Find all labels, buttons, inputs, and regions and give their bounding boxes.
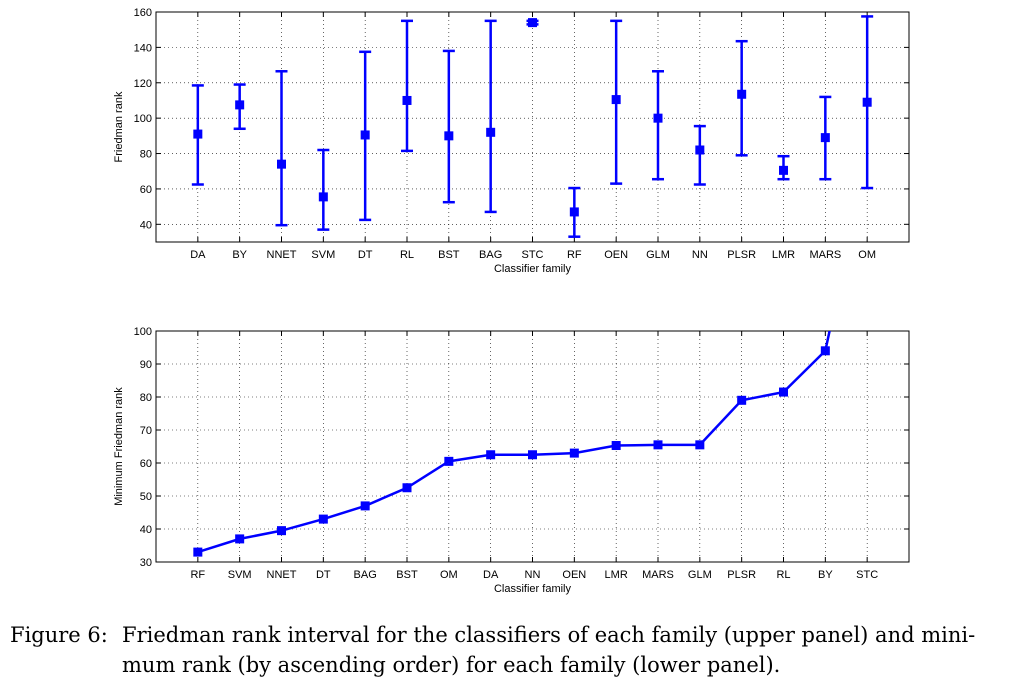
min-rank-marker-SVM <box>235 534 245 544</box>
min-rank-marker-OM <box>444 456 454 466</box>
bottom-ytick-label: 50 <box>140 491 152 503</box>
lower-panel-line-chart: 30 40 50 60 70 80 90 100 RF SVM NNET DT BAG BST OM DA NN… <box>113 326 910 595</box>
top-xtick-label: NN <box>692 249 708 261</box>
bottom-xtick-label: BY <box>818 569 833 581</box>
min-rank-marker-DT <box>318 514 328 524</box>
top-ytick-label: 120 <box>134 78 152 90</box>
top-xtick-label: RF <box>567 249 582 261</box>
bottom-ytick-label: 60 <box>140 458 152 470</box>
bottom-ytick-label: 30 <box>140 557 152 569</box>
bottom-ytick-label: 80 <box>140 392 152 404</box>
bottom-ytick-label: 40 <box>140 524 152 536</box>
top-xtick-label: BY <box>232 249 247 261</box>
bottom-xtick-label: LMR <box>605 569 628 581</box>
min-rank-marker-BST <box>402 483 412 493</box>
bottom-xtick-label: RF <box>190 569 205 581</box>
rank-marker-BY <box>235 100 245 110</box>
top-xtick-label: OEN <box>604 249 628 261</box>
rank-marker-STC <box>528 18 537 28</box>
rank-marker-RL <box>402 95 412 105</box>
top-xtick-label: BAG <box>479 249 502 261</box>
bottom-xtick-label: RL <box>776 569 790 581</box>
bottom-xtick-label: STC <box>856 569 878 581</box>
bottom-xtick-label: NNET <box>267 569 297 581</box>
bottom-ytick-label: 70 <box>140 425 152 437</box>
rank-marker-DA <box>193 129 203 139</box>
top-ytick-label: 60 <box>140 184 152 196</box>
rank-marker-NN <box>695 145 705 155</box>
top-frame <box>155 11 910 243</box>
rank-marker-BAG <box>486 127 496 137</box>
min-rank-marker-DA <box>486 450 496 460</box>
min-rank-marker-OEN <box>569 448 579 458</box>
bottom-xtick-label: MARS <box>642 569 674 581</box>
top-xtick-label: DA <box>190 249 206 261</box>
rank-marker-GLM <box>653 113 663 123</box>
min-rank-marker-RL <box>779 387 788 397</box>
top-xtick-label: STC <box>522 249 544 261</box>
min-rank-marker-MARS <box>653 440 663 450</box>
rank-marker-DT <box>360 130 370 140</box>
min-rank-marker-NN <box>528 450 537 460</box>
bottom-xtick-label: DA <box>483 569 499 581</box>
top-xtick-label: DT <box>358 249 373 261</box>
top-xtick-label: LMR <box>772 249 795 261</box>
min-rank-marker-PLSR <box>737 395 747 405</box>
bottom-xtick-label: BST <box>396 569 418 581</box>
rank-marker-NNET <box>277 159 286 169</box>
top-ytick-label: 100 <box>134 113 152 125</box>
bottom-xtick-label: SVM <box>228 569 252 581</box>
caption-label: Figure 6: <box>10 623 108 647</box>
min-rank-marker-GLM <box>695 440 705 450</box>
min-rank-marker-BAG <box>360 501 370 511</box>
top-ytick-label: 40 <box>140 219 152 231</box>
top-ytick-label: 160 <box>134 7 152 19</box>
bottom-ytick-label: 100 <box>134 326 152 338</box>
rank-marker-OEN <box>611 95 621 105</box>
top-xtick-label: MARS <box>809 249 841 261</box>
rank-marker-LMR <box>779 165 788 175</box>
bottom-ytick-label: 90 <box>140 359 152 371</box>
bottom-xtick-label: NN <box>525 569 541 581</box>
figure-caption: Figure 6: Friedman rank interval for the … <box>10 620 1020 680</box>
rank-marker-BST <box>444 131 454 141</box>
bottom-xtick-label: OEN <box>562 569 586 581</box>
top-xtick-label: SVM <box>311 249 335 261</box>
bottom-xtick-label: PLSR <box>727 569 756 581</box>
top-xtick-label: PLSR <box>727 249 756 261</box>
rank-marker-PLSR <box>737 89 747 99</box>
upper-panel-errorbar-chart: 40 60 80 100 120 140 160 DA BY NNET SVM DT RL BST BAG S… <box>113 7 910 275</box>
top-xlabel: Classifier family <box>494 263 572 275</box>
top-xtick-label: GLM <box>646 249 670 261</box>
min-rank-marker-BY <box>820 346 830 356</box>
top-xtick-label: RL <box>400 249 414 261</box>
caption-line-1: Friedman rank interval for the classifie… <box>122 623 976 647</box>
rank-marker-OM <box>862 97 872 107</box>
rank-marker-MARS <box>820 133 830 143</box>
bottom-xtick-label: BAG <box>354 569 377 581</box>
bottom-ylabel: Minimum Friedman rank <box>113 387 125 506</box>
top-ytick-label: 80 <box>140 149 152 161</box>
top-xtick-label: OM <box>858 249 876 261</box>
min-rank-marker-RF <box>193 547 203 557</box>
top-ylabel: Friedman rank <box>113 91 125 162</box>
bottom-xtick-label: OM <box>440 569 458 581</box>
bottom-xtick-label: GLM <box>688 569 712 581</box>
min-rank-line <box>197 331 831 554</box>
bottom-xlabel: Classifier family <box>494 583 572 595</box>
rank-marker-RF <box>569 207 579 217</box>
bottom-xtick-label: DT <box>316 569 331 581</box>
caption-line-2: mum rank (by ascending order) for each f… <box>122 653 781 677</box>
min-rank-marker-NNET <box>277 526 286 536</box>
rank-marker-SVM <box>318 192 328 202</box>
top-xtick-label: BST <box>438 249 460 261</box>
top-ytick-label: 140 <box>134 42 152 54</box>
min-rank-marker-LMR <box>611 441 621 451</box>
top-xtick-label: NNET <box>267 249 297 261</box>
